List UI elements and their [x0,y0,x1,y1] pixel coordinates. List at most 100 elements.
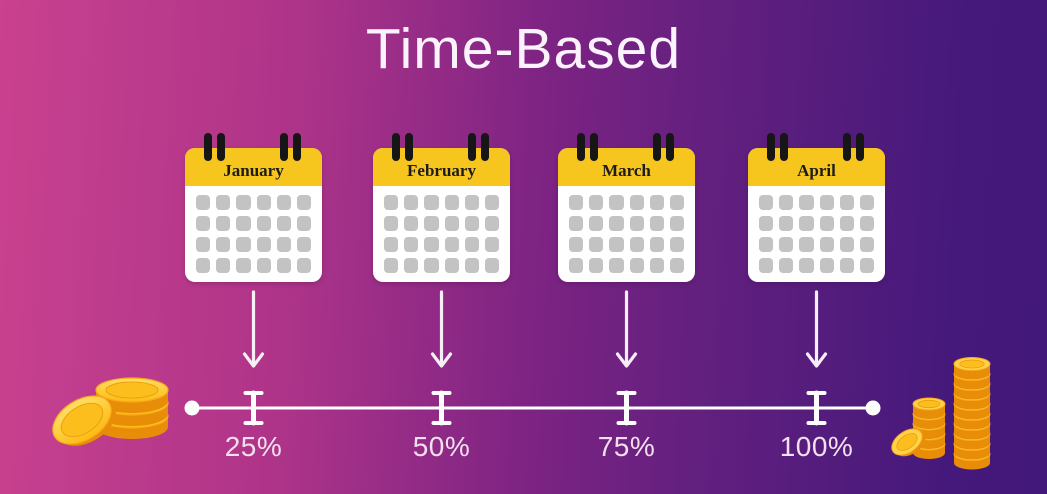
binder-ring-icon [653,133,674,161]
calendar-day-cell [276,258,291,273]
calendar-day-cell [256,237,271,252]
calendar-day-cell [799,237,814,252]
calendar-day-cell [444,237,459,252]
down-arrow-head [242,352,265,368]
calendar-day-cell [464,258,479,273]
binder-ring-icon [204,133,225,161]
calendar-day-cell [296,216,311,231]
calendar-day-cell [404,195,419,210]
calendar-day-cell [484,237,499,252]
calendar-day-cell [759,195,774,210]
milestone-percent-label: 25% [224,431,283,462]
binder-ring-icon [577,133,598,161]
calendar-day-cell [609,216,624,231]
calendar-day-cell [384,258,399,273]
calendar-day-cell [649,216,664,231]
calendar-day-cell [629,237,644,252]
calendar-month-label: April [797,161,836,180]
calendar-day-cell [236,216,251,231]
calendar-day-cell [799,258,814,273]
down-arrow-head [430,352,453,368]
calendar-day-cell [256,195,271,210]
milestone-percent-label: 75% [597,431,656,462]
calendar-day-cell [196,258,211,273]
calendar-grid [373,186,510,282]
calendar-day-cell [819,216,834,231]
timeline-start-dot [184,400,200,416]
calendar-day-cell [424,237,439,252]
calendar-day-cell [236,195,251,210]
calendar-day-cell [404,237,419,252]
calendar-day-cell [256,258,271,273]
calendar-day-cell [384,195,399,210]
calendar-day-cell [296,258,311,273]
calendar: March [558,133,695,282]
calendar-day-cell [296,237,311,252]
calendar-day-cell [859,237,874,252]
calendar-day-cell [589,237,604,252]
calendar-day-cell [464,216,479,231]
down-arrow-head [615,352,638,368]
calendar-grid [185,186,322,282]
calendar-day-cell [276,216,291,231]
calendar-day-cell [484,258,499,273]
calendar-day-cell [779,216,794,231]
calendar-day-cell [276,195,291,210]
calendar-day-cell [236,237,251,252]
milestone-percent-label: 50% [412,431,471,462]
calendar-day-cell [196,195,211,210]
coin-pile [52,377,169,446]
calendar: January [185,133,322,282]
calendar-day-cell [276,237,291,252]
calendar-day-cell [609,237,624,252]
calendar-day-cell [569,237,584,252]
calendar-day-cell [859,258,874,273]
calendar-day-cell [569,195,584,210]
milestone-percent-label: 100% [779,431,854,462]
calendar-day-cell [236,258,251,273]
calendar-day-cell [799,216,814,231]
calendar-day-cell [669,258,684,273]
calendar-day-cell [569,258,584,273]
calendar-day-cell [444,258,459,273]
calendar-grid [748,186,885,282]
calendar-day-cell [839,237,854,252]
calendar-day-cell [444,216,459,231]
calendar-day-cell [384,237,399,252]
calendar-day-cell [404,258,419,273]
calendar-day-cell [759,258,774,273]
calendar-day-cell [839,258,854,273]
calendar-grid [558,186,695,282]
calendar-day-cell [384,216,399,231]
binder-ring-icon [468,133,489,161]
calendar-day-cell [216,258,231,273]
calendar-day-cell [256,216,271,231]
calendar-day-cell [444,195,459,210]
calendar-day-cell [609,195,624,210]
calendar-day-cell [629,195,644,210]
calendar-day-cell [779,258,794,273]
calendar-day-cell [589,216,604,231]
calendar-day-cell [569,216,584,231]
calendar-day-cell [669,195,684,210]
binder-ring-icon [843,133,864,161]
calendar-day-cell [649,237,664,252]
calendar-day-cell [669,216,684,231]
calendar-day-cell [859,216,874,231]
calendar-day-cell [589,195,604,210]
calendar-month-label: January [223,161,284,180]
timeline-end-dot [865,400,881,416]
binder-ring-icon [767,133,788,161]
calendar-day-cell [819,258,834,273]
calendar-day-cell [759,237,774,252]
page-title: Time-Based [365,17,682,81]
calendar-month-label: February [407,161,476,180]
calendar: February [373,133,510,282]
calendar-day-cell [819,195,834,210]
calendar-day-cell [779,195,794,210]
calendar-day-cell [629,216,644,231]
calendar-day-cell [484,195,499,210]
coin-pile [891,357,991,470]
calendar-day-cell [464,195,479,210]
